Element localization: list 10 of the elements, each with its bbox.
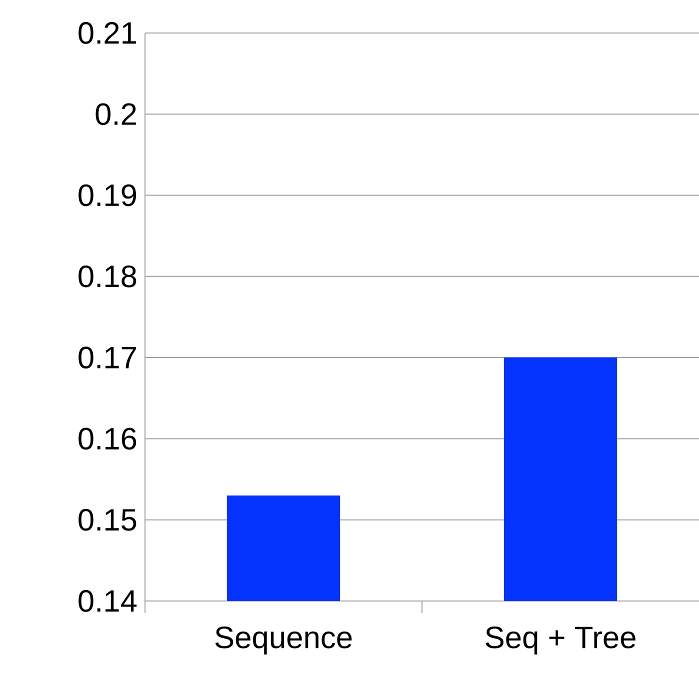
x-tick-label: Sequence: [215, 626, 352, 654]
y-tick-label: 0.19: [78, 184, 136, 206]
y-tick-label: 0.18: [78, 265, 136, 288]
y-tick-label: 0.2: [96, 103, 136, 126]
y-tick-label: 0.21: [78, 22, 136, 44]
x-tick-label: Seq + Tree: [486, 626, 636, 654]
y-tick-label: 0.14: [78, 590, 137, 612]
y-tick-label: 0.17: [78, 346, 136, 368]
y-tick-label: 0.15: [78, 508, 136, 531]
y-tick-label: 0.16: [78, 428, 136, 450]
